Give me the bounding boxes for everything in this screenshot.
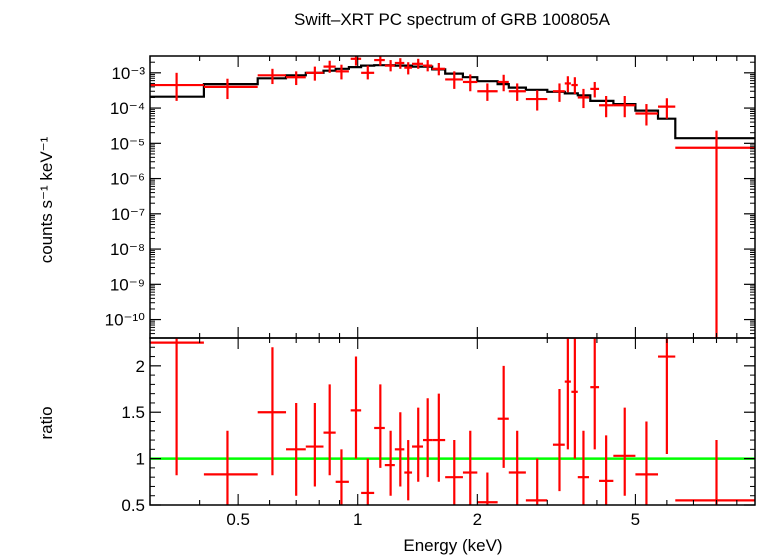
ratio-panel: 0.5 1 1.5 2 0.5 1 2 5	[121, 337, 756, 529]
x-tick-label: 5	[631, 510, 640, 529]
chart-title: Swift–XRT PC spectrum of GRB 100805A	[294, 10, 611, 29]
ratio-data-point	[323, 384, 336, 476]
spectrum-data-point	[599, 95, 614, 118]
spectrum-data-point	[613, 95, 636, 118]
spectrum-y-tick-label: 10⁻⁸	[110, 240, 145, 259]
spectrum-data-point	[462, 74, 478, 92]
ratio-data-point	[571, 338, 578, 459]
spectrum-data-point	[257, 68, 287, 85]
spectrum-data-point	[675, 130, 755, 338]
spectrum-data-point	[635, 104, 659, 126]
spectrum-data-point	[286, 71, 306, 86]
ratio-frame	[149, 337, 756, 506]
spectrum-data-point	[577, 88, 589, 109]
ratio-data-point	[374, 384, 385, 468]
spectrum-data-point	[423, 60, 433, 72]
spectrum-data-point	[477, 83, 498, 101]
ratio-y-tick-label: 2	[136, 357, 145, 376]
spectrum-data-point	[564, 76, 571, 93]
ratio-data-point	[462, 430, 478, 505]
spectrum-y-tick-label: 10⁻⁴	[110, 99, 145, 118]
spectrum-y-tick-label: 10⁻⁵	[110, 134, 145, 153]
spectrum-data-point	[404, 62, 413, 75]
spectrum-y-tick-label: 10⁻⁹	[110, 275, 145, 294]
x-axis-label: Energy (keV)	[403, 536, 502, 555]
ratio-data-point	[497, 365, 509, 468]
spectrum-y-axis-label: counts s⁻¹ keV⁻¹	[37, 136, 56, 263]
ratio-data-point	[525, 458, 548, 505]
spectrum-data-point	[658, 98, 676, 119]
spectrum-data-point	[590, 81, 600, 98]
ratio-data-point	[423, 398, 433, 478]
ratio-data-point	[305, 402, 324, 487]
ratio-data-point	[286, 402, 306, 496]
ratio-data-point	[675, 440, 755, 505]
x-tick-label: 1	[353, 510, 362, 529]
spectrum-y-tick-label: 10⁻¹⁰	[105, 311, 146, 330]
spectrum-frame	[149, 55, 756, 339]
ratio-data-point	[590, 338, 600, 450]
spectrum-data-point	[335, 64, 349, 80]
ratio-data-point	[613, 407, 636, 496]
ratio-data-point	[257, 347, 287, 476]
ratio-data-point	[477, 472, 498, 505]
ratio-y-tick-label: 1.5	[121, 403, 145, 422]
spectrum-data-point	[571, 77, 578, 95]
ratio-data-point	[445, 440, 463, 505]
spectrum-data-point	[432, 62, 446, 76]
ratio-data-point	[350, 356, 362, 459]
ratio-data-point	[432, 393, 446, 482]
ratio-data-point	[412, 407, 424, 482]
ratio-data-point	[564, 338, 571, 450]
spectrum-data-point	[384, 60, 395, 72]
spectrum-data-point	[525, 90, 548, 111]
spectrum-data-point	[150, 72, 204, 101]
spectrum-data-point	[497, 74, 509, 92]
spectrum-data-point	[305, 66, 324, 81]
spectrum-y-tick-label: 10⁻⁶	[110, 170, 145, 189]
spectrum-data-point	[374, 56, 385, 66]
spectrum-y-tick-label: 10⁻⁷	[111, 205, 145, 224]
spectrum-data-point	[361, 65, 375, 80]
spectrum-y-tick-label: 10⁻³	[111, 64, 145, 83]
x-tick-label: 2	[473, 510, 482, 529]
ratio-data-point	[384, 430, 395, 496]
ratio-data-point	[599, 435, 614, 505]
spectrum-data-point	[350, 56, 362, 66]
spectrum-data-point	[412, 58, 424, 69]
ratio-data-point	[203, 430, 258, 505]
x-tick-label: 0.5	[226, 510, 250, 529]
ratio-data-point	[394, 412, 405, 487]
model-histogram	[150, 64, 755, 140]
spectrum-panel: 10⁻³ 10⁻⁴ 10⁻⁵ 10⁻⁶ 10⁻⁷ 10⁻⁸ 10⁻⁹ 10⁻¹⁰	[105, 55, 756, 339]
ratio-data-point	[335, 449, 349, 505]
spectrum-data-point	[508, 83, 526, 101]
ratio-data-point	[404, 440, 413, 501]
ratio-y-tick-label: 0.5	[121, 496, 145, 515]
ratio-data-point	[658, 338, 676, 454]
ratio-y-tick-label: 1	[136, 450, 145, 469]
spectrum-data-point	[394, 58, 405, 69]
ratio-data-point	[361, 458, 375, 505]
ratio-data-point	[150, 338, 204, 476]
spectrum-data-point	[552, 83, 565, 102]
ratio-data-point	[635, 421, 659, 505]
ratio-data-point	[508, 430, 526, 505]
ratio-data-point	[552, 389, 565, 492]
ratio-y-axis-label: ratio	[37, 406, 56, 439]
ratio-data-point	[577, 430, 589, 505]
spectrum-data-point	[323, 60, 336, 73]
spectrum-data-point	[203, 78, 258, 100]
spectrum-data-point	[445, 71, 463, 89]
